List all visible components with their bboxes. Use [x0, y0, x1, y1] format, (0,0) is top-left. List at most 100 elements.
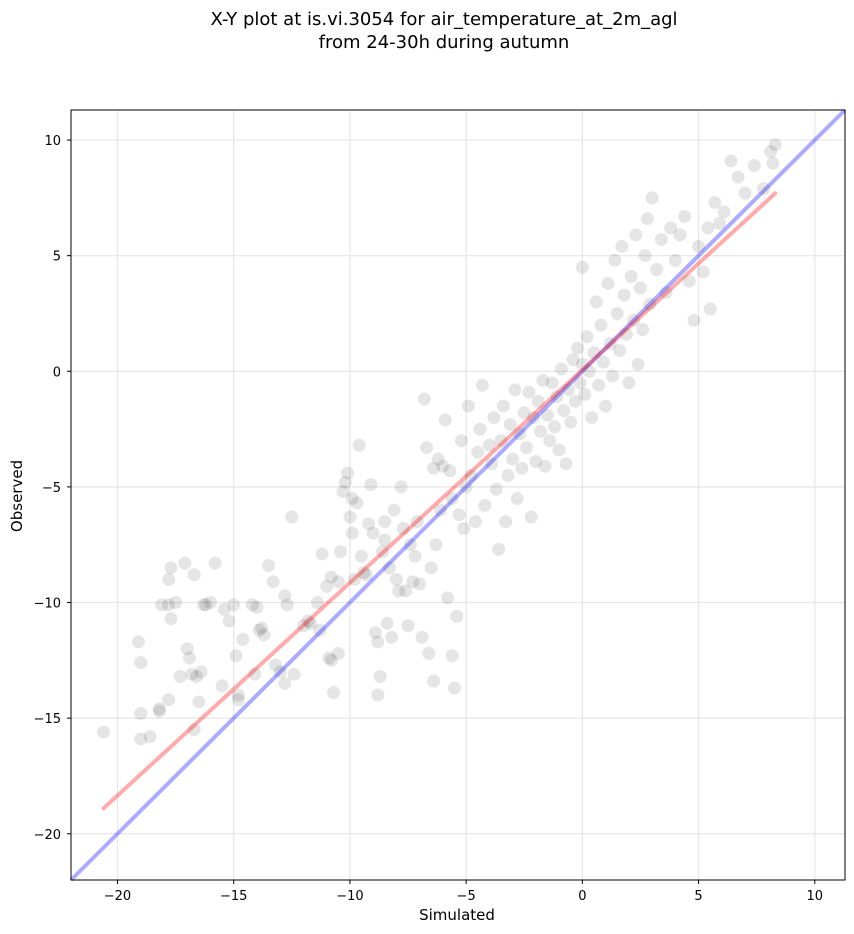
scatter-point [441, 591, 455, 605]
scatter-point [178, 556, 192, 570]
scatter-point [513, 427, 527, 441]
scatter-point [482, 438, 496, 452]
x-tick-label: −5 [457, 889, 476, 904]
scatter-point [561, 383, 575, 397]
scatter-point [203, 596, 217, 610]
scatter-point [631, 357, 645, 371]
scatter-point [190, 670, 204, 684]
scatter-point [194, 665, 208, 679]
scatter-point [296, 619, 310, 633]
scatter-point [285, 510, 299, 524]
scatter-point [524, 510, 538, 524]
scatter-point [301, 614, 315, 628]
scatter-point [371, 635, 385, 649]
scatter-point [638, 249, 652, 263]
x-axis-label: Simulated [419, 906, 495, 924]
scatter-point [606, 369, 620, 383]
scatter-point [501, 468, 515, 482]
scatter-point [378, 515, 392, 529]
scatter-point [322, 651, 336, 665]
scatter-point [364, 478, 378, 492]
scatter-point [499, 515, 513, 529]
scatter-point [382, 561, 396, 575]
scatter-point [624, 269, 638, 283]
y-axis-label: Observed [8, 460, 26, 532]
scatter-point [375, 545, 389, 559]
scatter-point [568, 394, 582, 408]
scatter-point [320, 579, 334, 593]
scatter-point [97, 725, 111, 739]
scatter-point [543, 434, 557, 448]
scatter-point [162, 572, 176, 586]
scatter-point [724, 154, 738, 168]
scatter-point [413, 577, 427, 591]
scatter-point [338, 475, 352, 489]
scatter-point [431, 452, 445, 466]
x-tick-label: 0 [578, 889, 586, 904]
scatter-point [348, 572, 362, 586]
y-tick-label: −5 [42, 481, 61, 496]
scatter-point [629, 228, 643, 242]
fit-line [101, 191, 778, 811]
scatter-point [603, 337, 617, 351]
scatter-point [454, 434, 468, 448]
scatter-point [668, 253, 682, 267]
scatter-point [522, 385, 536, 399]
scatter-point [215, 679, 229, 693]
scatter-point [547, 420, 561, 434]
scatter-point [343, 510, 357, 524]
scatter-point [187, 723, 201, 737]
scatter-point [636, 323, 650, 337]
scatter-point [389, 572, 403, 586]
scatter-point [503, 417, 517, 431]
scatter-point [757, 182, 771, 196]
scatter-point [592, 378, 606, 392]
scatter-point [452, 508, 466, 522]
scatter-point [538, 459, 552, 473]
chart-title-line2: from 24-30h during autumn [319, 32, 570, 53]
scatter-point [747, 158, 761, 172]
scatter-point [192, 695, 206, 709]
scatter-point [461, 399, 475, 413]
scatter-point [331, 575, 345, 589]
scatter-point [626, 313, 640, 327]
scatter-point [589, 295, 603, 309]
scatter-point [143, 730, 157, 744]
scatter-point [434, 503, 448, 517]
grid-lines [71, 110, 845, 880]
scatter-point [520, 441, 534, 455]
scatter-point [331, 646, 345, 660]
scatter-point [420, 441, 434, 455]
axis-ticks: −20 −15 −10 −5 0 5 10 −20 −15 −10 −5 0 5 10 [34, 134, 823, 904]
scatter-point [448, 681, 462, 695]
y-tick-label: −20 [34, 828, 61, 843]
scatter-point [527, 411, 541, 425]
scatter-point [352, 438, 366, 452]
scatter-point [687, 313, 701, 327]
scatter-point [199, 598, 213, 612]
scatter-point [359, 568, 373, 582]
scatter-point [350, 496, 364, 510]
scatter-point [422, 646, 436, 660]
scatter-point [645, 191, 659, 205]
scatter-point [703, 302, 717, 316]
scatter-point [403, 538, 417, 552]
scatter-point [529, 454, 543, 468]
x-tick-label: −20 [104, 889, 131, 904]
scatter-point [208, 556, 222, 570]
scatter-point [162, 598, 176, 612]
scatter-point [315, 547, 329, 561]
scatter-point [531, 394, 545, 408]
scatter-point [429, 538, 443, 552]
scatter-point [445, 491, 459, 505]
scatter-point [457, 522, 471, 536]
scatter-point [406, 575, 420, 589]
scatter-point [678, 209, 692, 223]
scatter-point [485, 457, 499, 471]
scatter-point [559, 457, 573, 471]
scatter-point [510, 491, 524, 505]
scatter-point [229, 649, 243, 663]
scatter-point [550, 390, 564, 404]
scatter-point [738, 186, 752, 200]
